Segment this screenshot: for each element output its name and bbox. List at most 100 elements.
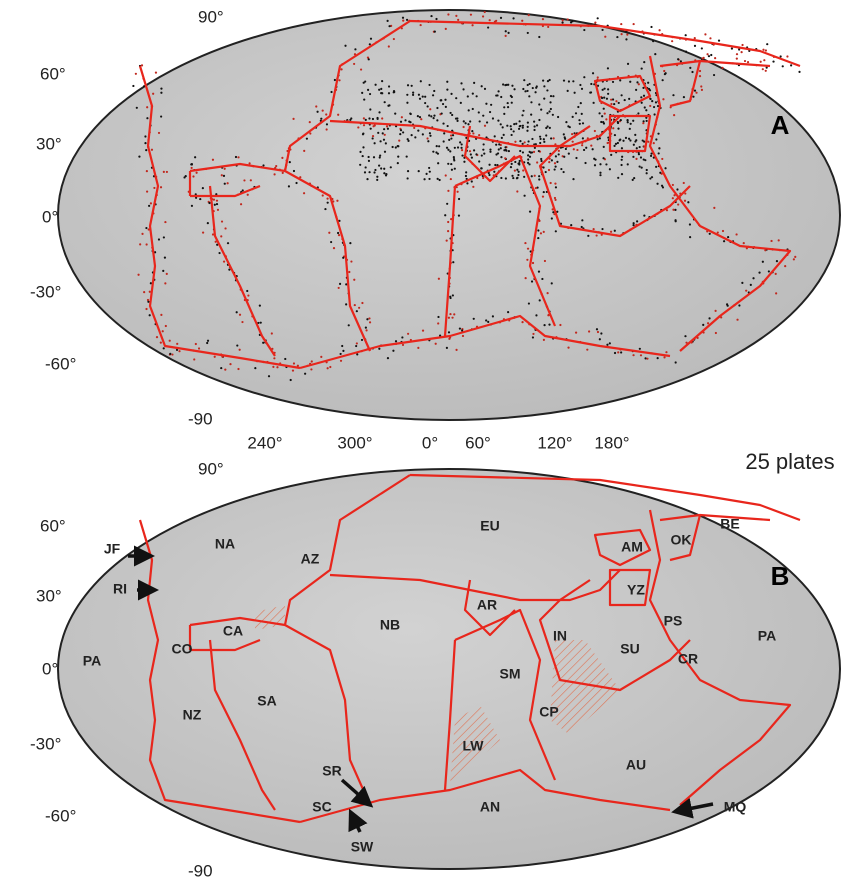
quake [326, 123, 328, 125]
plate-label: AM [621, 539, 643, 555]
quake [472, 186, 474, 188]
quake [436, 119, 438, 121]
quake [542, 196, 544, 198]
quake [380, 92, 382, 94]
quake [383, 139, 385, 141]
quake [162, 330, 164, 332]
quake [602, 157, 604, 159]
quake [500, 96, 502, 98]
quake [236, 344, 238, 346]
quake [617, 122, 619, 124]
quake [445, 106, 447, 108]
quake [427, 105, 429, 107]
quake [617, 177, 619, 179]
quake [526, 259, 528, 261]
quake [259, 305, 261, 307]
quake [579, 84, 581, 86]
quake [160, 314, 162, 316]
quake [784, 265, 786, 267]
quake [448, 338, 450, 340]
quake [241, 321, 243, 323]
quake [589, 91, 591, 93]
quake [304, 373, 306, 375]
quake [527, 154, 529, 156]
quake [646, 172, 648, 174]
quake [316, 111, 318, 113]
quake [467, 95, 469, 97]
quake [775, 292, 777, 294]
quake [402, 17, 404, 19]
quake [471, 130, 473, 132]
quake [160, 115, 162, 117]
quake [368, 117, 370, 119]
quake [543, 85, 545, 87]
quake [216, 203, 218, 205]
quake [658, 152, 660, 154]
quake [473, 149, 475, 151]
quake [649, 105, 651, 107]
quake [163, 347, 165, 349]
quake [507, 32, 509, 34]
latitude-label: -90 [188, 409, 213, 428]
quake [641, 102, 643, 104]
quake [530, 101, 532, 103]
quake [643, 95, 645, 97]
quake [493, 171, 495, 173]
quake [407, 140, 409, 142]
quake [762, 68, 764, 70]
quake [650, 26, 652, 28]
quake [617, 142, 619, 144]
quake [567, 18, 569, 20]
quake [612, 127, 614, 129]
quake [518, 128, 520, 130]
quake [549, 101, 551, 103]
quake [706, 53, 708, 55]
quake [621, 156, 623, 158]
quake [546, 112, 548, 114]
quake [649, 98, 651, 100]
quake [433, 90, 435, 92]
quake [185, 175, 187, 177]
quake [613, 103, 615, 105]
plate-label: CO [172, 641, 193, 657]
quake [466, 182, 468, 184]
quake [576, 149, 578, 151]
quake [460, 102, 462, 104]
quake [453, 156, 455, 158]
plate-maps-figure: 90°60°30°0°-30°-60°-9090°60°30°0°-30°-60… [0, 0, 854, 880]
quake [694, 37, 696, 39]
quake [550, 108, 552, 110]
quake [621, 159, 623, 161]
quake [534, 125, 536, 127]
quake [510, 134, 512, 136]
quake [401, 336, 403, 338]
quake [523, 79, 525, 81]
quake [206, 342, 208, 344]
quake [658, 147, 660, 149]
quake [531, 175, 533, 177]
quake [563, 79, 565, 81]
quake [429, 171, 431, 173]
quake [581, 113, 583, 115]
latitude-label: 90° [198, 459, 224, 478]
quake [554, 183, 556, 185]
quake [145, 149, 147, 151]
quake [242, 189, 244, 191]
quake [452, 294, 454, 296]
quake [609, 168, 611, 170]
quake [482, 177, 484, 179]
quake [437, 316, 439, 318]
quake [519, 160, 521, 162]
quake [223, 175, 225, 177]
quake [311, 360, 313, 362]
quake [620, 119, 622, 121]
quake [529, 156, 531, 158]
quake [558, 153, 560, 155]
quake [578, 119, 580, 121]
quake [618, 102, 620, 104]
quake [422, 96, 424, 98]
quake [502, 83, 504, 85]
quake [388, 25, 390, 27]
quake [447, 125, 449, 127]
quake [338, 287, 340, 289]
